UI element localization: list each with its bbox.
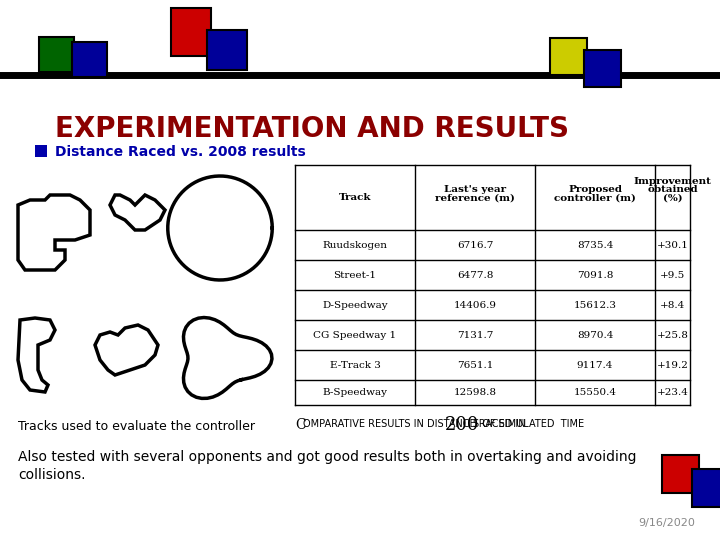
- Text: controller (m): controller (m): [554, 193, 636, 202]
- Bar: [550, 38, 587, 75]
- Text: Street-1: Street-1: [333, 271, 377, 280]
- Text: 15550.4: 15550.4: [574, 388, 616, 397]
- Text: 7091.8: 7091.8: [577, 271, 613, 280]
- Text: 6716.7: 6716.7: [456, 240, 493, 249]
- Text: 6477.8: 6477.8: [456, 271, 493, 280]
- Text: S OF SIMULATED  TIME: S OF SIMULATED TIME: [473, 419, 584, 429]
- Text: (%): (%): [662, 194, 683, 203]
- Text: +30.1: +30.1: [657, 240, 688, 249]
- Bar: [692, 469, 720, 507]
- Text: Distance Raced vs. 2008 results: Distance Raced vs. 2008 results: [55, 145, 306, 159]
- Text: 7131.7: 7131.7: [456, 330, 493, 340]
- Text: Last's year: Last's year: [444, 185, 506, 194]
- Text: 9117.4: 9117.4: [577, 361, 613, 369]
- Text: Proposed: Proposed: [568, 185, 622, 194]
- Text: OMPARATIVE RESULTS IN DISTANCE RACED IN: OMPARATIVE RESULTS IN DISTANCE RACED IN: [303, 419, 528, 429]
- Text: D-Speedway: D-Speedway: [322, 300, 388, 309]
- Text: E-Track 3: E-Track 3: [330, 361, 380, 369]
- Text: C: C: [295, 418, 305, 432]
- Text: Tracks used to evaluate the controller: Tracks used to evaluate the controller: [18, 420, 255, 433]
- Text: +23.4: +23.4: [657, 388, 688, 397]
- Text: Track: Track: [338, 193, 372, 202]
- Bar: [35, 145, 47, 157]
- Text: +8.4: +8.4: [660, 300, 685, 309]
- Text: 7651.1: 7651.1: [456, 361, 493, 369]
- Text: B-Speedway: B-Speedway: [323, 388, 387, 397]
- Text: EXPERIMENTATION AND RESULTS: EXPERIMENTATION AND RESULTS: [55, 115, 569, 143]
- Text: +19.2: +19.2: [657, 361, 688, 369]
- Text: +9.5: +9.5: [660, 271, 685, 280]
- Text: Improvement: Improvement: [634, 177, 711, 186]
- Text: Also tested with several opponents and got good results both in overtaking and a: Also tested with several opponents and g…: [18, 450, 636, 464]
- Bar: [584, 50, 621, 87]
- Text: 15612.3: 15612.3: [574, 300, 616, 309]
- Bar: [171, 8, 211, 56]
- Text: 12598.8: 12598.8: [454, 388, 497, 397]
- Text: Ruudskogen: Ruudskogen: [323, 240, 387, 249]
- Text: 14406.9: 14406.9: [454, 300, 497, 309]
- Text: 200: 200: [445, 416, 480, 434]
- Bar: [207, 30, 247, 70]
- Text: 8735.4: 8735.4: [577, 240, 613, 249]
- Text: 9/16/2020: 9/16/2020: [638, 518, 695, 528]
- Bar: [39, 37, 74, 72]
- Bar: [72, 42, 107, 77]
- Text: obtained: obtained: [647, 186, 698, 194]
- Text: collisions.: collisions.: [18, 468, 86, 482]
- Text: 8970.4: 8970.4: [577, 330, 613, 340]
- Bar: [662, 455, 699, 493]
- Text: +25.8: +25.8: [657, 330, 688, 340]
- Text: CG Speedway 1: CG Speedway 1: [313, 330, 397, 340]
- Text: reference (m): reference (m): [435, 193, 515, 202]
